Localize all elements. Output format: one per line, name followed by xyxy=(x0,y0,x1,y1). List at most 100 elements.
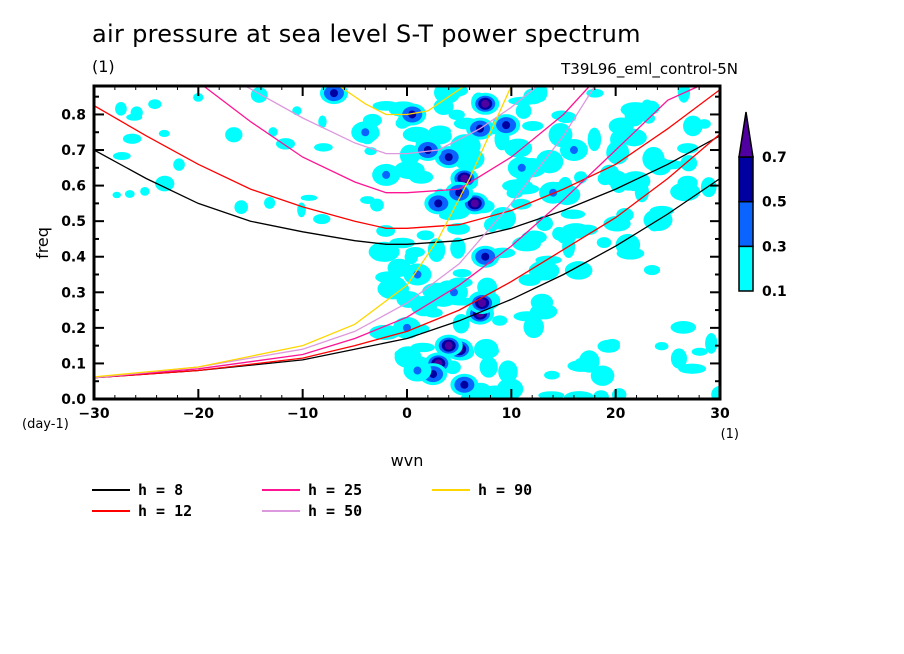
contour-patch xyxy=(297,202,306,218)
contour-patch xyxy=(372,101,400,111)
dispersion-curve-lower-25 xyxy=(94,86,700,379)
contour-patch xyxy=(691,347,708,356)
dispersion-curve-lower-8 xyxy=(94,177,720,379)
contour-patch xyxy=(450,237,466,259)
contour-patch xyxy=(428,125,452,137)
colorbar: 0.1 0.3 0.5 0.7 xyxy=(738,111,787,300)
contour-patch xyxy=(624,104,645,127)
contour-patch xyxy=(398,161,416,172)
contour-patch xyxy=(523,315,544,339)
contour-patch xyxy=(510,198,532,210)
contour-patch xyxy=(361,128,370,137)
contour-patch xyxy=(173,158,185,171)
contour-patch xyxy=(447,222,470,235)
contour-patch xyxy=(670,320,697,334)
y-tick-label: 0.0 xyxy=(61,392,86,408)
y-tick-label: 0.5 xyxy=(61,214,86,230)
x-tick-label: −30 xyxy=(78,406,109,422)
contour-patch xyxy=(544,370,560,380)
contour-patch xyxy=(382,170,391,179)
contour-patch xyxy=(563,391,595,399)
contour-patch xyxy=(460,174,469,183)
legend: h = 8 h = 12 h = 25 h = 50 h = 90 xyxy=(92,481,532,520)
contour-patch xyxy=(444,153,453,162)
contour-patch xyxy=(670,348,688,369)
dispersion-curve-upper-90 xyxy=(338,86,465,116)
y-tick-label: 0.4 xyxy=(61,250,86,266)
contour-patch xyxy=(642,146,665,171)
dispersion-curve-lower-90 xyxy=(94,86,512,378)
x-unit-label: (1) xyxy=(721,427,739,442)
contour-patch xyxy=(506,188,523,199)
contour-patch xyxy=(480,385,511,399)
contour-patch xyxy=(329,89,338,98)
contour-patch xyxy=(158,129,170,138)
colorbar-label: 0.5 xyxy=(762,195,787,211)
contour-patch xyxy=(489,207,516,230)
contour-patch xyxy=(680,155,698,172)
contour-patch xyxy=(478,298,487,307)
colorbar-label: 0.1 xyxy=(762,284,787,300)
colorbar-segment xyxy=(738,200,754,248)
experiment-label: T39L96_eml_control-5N xyxy=(561,60,738,78)
contour-patch xyxy=(517,163,526,172)
dispersion-curve-lower-12 xyxy=(94,133,720,379)
contour-patch xyxy=(700,177,717,198)
legend-label: h = 90 xyxy=(478,481,532,499)
dispersion-curve-lower-50 xyxy=(94,86,596,379)
legend-label: h = 50 xyxy=(308,502,362,520)
contour-patch xyxy=(522,120,544,131)
contour-patch xyxy=(460,380,469,389)
x-tick-label: 0 xyxy=(402,406,412,422)
legend-label: h = 8 xyxy=(138,481,183,499)
contour-patch xyxy=(427,238,446,263)
contour-patch xyxy=(360,196,375,204)
contour-patch xyxy=(560,223,591,239)
contour-patch xyxy=(124,190,135,198)
contour-patches xyxy=(112,86,720,399)
contour-patch xyxy=(536,215,553,232)
legend-label: h = 25 xyxy=(308,481,362,499)
contour-patch xyxy=(596,237,612,248)
contour-patch xyxy=(155,175,175,192)
contour-patch xyxy=(604,338,620,349)
contour-patch xyxy=(193,92,204,102)
dispersion-curve-upper-50 xyxy=(244,86,538,155)
contour-patch xyxy=(705,333,718,354)
contour-patch xyxy=(479,356,498,378)
contour-patch xyxy=(654,342,669,351)
y-tick-label: 0.3 xyxy=(61,285,86,301)
contour-patch xyxy=(502,121,511,130)
contour-patch xyxy=(396,291,421,308)
dispersion-curve-upper-12 xyxy=(94,89,720,229)
contour-patch xyxy=(556,111,577,124)
contour-patch xyxy=(250,87,268,103)
contour-patch xyxy=(567,360,596,372)
contour-patch xyxy=(492,315,508,326)
contour-patch xyxy=(112,191,121,199)
y-tick-label: 0.8 xyxy=(61,107,86,123)
x-tick-label: 30 xyxy=(710,406,730,422)
contour-patch xyxy=(318,115,327,128)
contour-patch xyxy=(711,386,720,399)
contour-patch xyxy=(643,264,661,276)
chart-units-label: (1) xyxy=(92,57,115,76)
contour-patch xyxy=(300,194,318,201)
contour-patch xyxy=(521,230,547,245)
contour-patch xyxy=(314,143,333,152)
contour-patch xyxy=(434,199,443,208)
contour-patch xyxy=(416,230,435,241)
chart-title: air pressure at sea level S-T power spec… xyxy=(92,20,641,48)
contour-patch xyxy=(452,268,472,278)
contour-patch xyxy=(112,152,131,160)
contour-patch xyxy=(126,113,143,121)
contour-patch xyxy=(148,99,162,110)
x-tick-label: 20 xyxy=(606,406,626,422)
contour-patch xyxy=(593,390,609,399)
dispersion-curves xyxy=(94,86,720,379)
contour-patch xyxy=(564,261,593,280)
contour-patch xyxy=(448,109,465,121)
contour-patch xyxy=(529,303,558,320)
x-tick-label: −20 xyxy=(183,406,214,422)
